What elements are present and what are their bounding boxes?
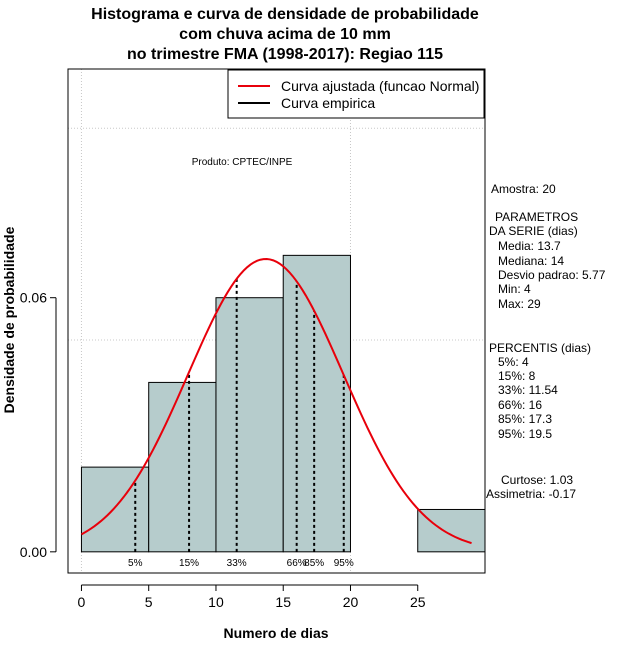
stat-media: Media: 13.7	[498, 239, 561, 253]
stat-min: Min: 4	[498, 282, 531, 296]
chart-title-line-1: Histograma e curva de densidade de proba…	[91, 6, 479, 23]
histogram-bar-1	[148, 381, 217, 553]
y-tick-label-0: 0.00	[20, 544, 47, 560]
stat-p33: 33%: 11.54	[498, 383, 558, 397]
percentile-label-5: 95%	[334, 558, 354, 569]
x-tick-label-4: 20	[343, 594, 359, 610]
legend-label-normal: Curva ajustada (funcao Normal)	[281, 78, 479, 94]
product-annotation: Produto: CPTEC/INPE	[192, 157, 293, 168]
chart-title-line-3: no trimestre FMA (1998-2017): Regiao 115	[127, 46, 443, 63]
stat-p5: 5%: 4	[498, 355, 529, 369]
normal-curve-line	[80, 258, 472, 545]
stat-p95: 95%: 19.5	[498, 427, 553, 441]
stat-mediana: Mediana: 14	[498, 254, 565, 268]
x-axis-label: Numero de dias	[223, 625, 328, 641]
legend-box	[227, 69, 485, 119]
stat-curtose: Curtose: 1.03	[501, 473, 574, 487]
percentile-label-4: 85%	[304, 558, 324, 569]
percentile-label-0: 5%	[128, 558, 143, 569]
stat-perc-title: PERCENTIS (dias)	[489, 341, 592, 355]
stat-amostra: Amostra: 20	[491, 182, 556, 196]
x-tick-label-1: 5	[145, 594, 153, 610]
percentile-label-1: 15%	[179, 558, 199, 569]
histogram-bar-5	[417, 508, 486, 553]
y-axis-label: Densidade de probabilidade	[1, 226, 17, 413]
legend: Curva ajustada (funcao Normal) Curva emp…	[227, 69, 485, 119]
y-tick-label-1: 0.06	[20, 290, 47, 306]
x-tick-label-0: 0	[78, 594, 86, 610]
histogram-bar-2	[215, 297, 284, 553]
stat-param-title-2: DA SERIE (dias)	[489, 224, 578, 238]
x-tick-label-3: 15	[275, 594, 291, 610]
x-tick-label-2: 10	[208, 594, 224, 610]
x-tick-label-5: 25	[410, 594, 426, 610]
percentile-label-2: 33%	[227, 558, 247, 569]
percentile-label-3: 66%	[287, 558, 307, 569]
stat-param-title-1: PARAMETROS	[495, 210, 579, 224]
histogram-bar-3	[282, 254, 351, 553]
stat-desvio: Desvio padrao: 5.77	[498, 268, 606, 282]
plot-frame	[67, 68, 486, 574]
legend-label-empirical: Curva empirica	[281, 95, 375, 111]
stat-assimetria: Assimetria: -0.17	[486, 487, 577, 501]
stat-p15: 15%: 8	[498, 369, 536, 383]
stat-max: Max: 29	[498, 297, 541, 311]
stat-p66: 66%: 16	[498, 398, 543, 412]
stat-p85: 85%: 17.3	[498, 412, 553, 426]
chart-title-line-2: com chuva acima de 10 mm	[179, 26, 391, 43]
histogram-bar-0	[80, 466, 150, 553]
